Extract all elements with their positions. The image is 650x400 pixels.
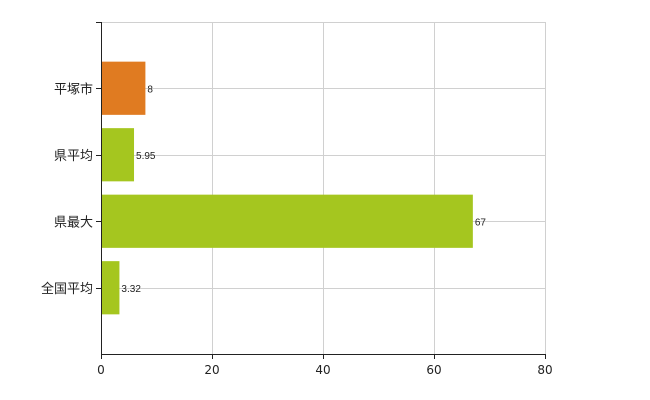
data-label: 67: [475, 217, 487, 228]
data-label: 8: [147, 84, 153, 95]
category-label: 全国平均: [41, 281, 93, 297]
bars: [101, 61, 473, 315]
x-tick-label: 60: [426, 363, 441, 377]
bar-1: [101, 61, 146, 115]
data-label: 3.32: [121, 284, 141, 295]
category-label: 平塚市: [54, 81, 93, 97]
x-tick-label: 80: [537, 363, 552, 377]
x-tick-label: 20: [204, 363, 219, 377]
x-tick-label: 0: [97, 363, 105, 377]
category-label: 県最大: [54, 215, 93, 230]
x-tick-label: 40: [315, 363, 330, 377]
bar-3: [101, 194, 473, 248]
data-label: 5.95: [136, 151, 156, 162]
gridlines: [101, 22, 546, 354]
axes: [96, 22, 546, 359]
bar-4: [101, 261, 120, 315]
labels: 0 20 40 60 80 8 平塚市 5.95 県平均 67 県最大 3.32 全国平均: [41, 81, 553, 377]
bar-2: [101, 128, 135, 182]
category-label: 県平均: [54, 149, 93, 164]
